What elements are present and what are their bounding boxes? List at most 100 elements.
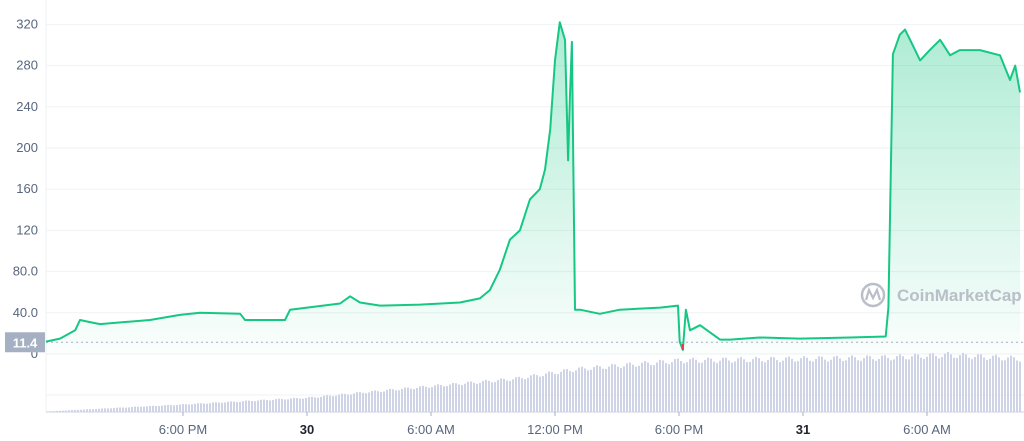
- volume-bar: [782, 360, 784, 412]
- volume-bar: [890, 360, 892, 412]
- volume-bar: [464, 383, 466, 412]
- volume-bar: [566, 369, 568, 412]
- volume-bar: [695, 359, 697, 412]
- volume-bar: [428, 387, 430, 412]
- volume-bar: [899, 354, 901, 412]
- volume-bar: [446, 386, 448, 412]
- volume-bar: [488, 380, 490, 412]
- price-line: [45, 21, 1021, 351]
- coinmarketcap-logo-icon: [860, 282, 886, 308]
- volume-bar: [257, 400, 259, 412]
- volume-bar: [878, 358, 880, 412]
- volume-bar: [404, 387, 406, 412]
- volume-bar: [269, 400, 271, 412]
- volume-bar: [386, 389, 388, 412]
- volume-bar: [365, 393, 367, 412]
- volume-bar: [824, 359, 826, 412]
- y-tick-label: 240: [16, 99, 38, 114]
- volume-bar: [716, 362, 718, 412]
- volume-bar: [530, 375, 532, 412]
- y-tick-label: 40.0: [13, 305, 38, 320]
- volume-bar: [389, 388, 391, 412]
- volume-bar: [338, 394, 340, 412]
- volume-bar: [461, 385, 463, 412]
- volume-bar: [245, 400, 247, 412]
- volume-bar: [86, 409, 88, 412]
- volume-bar: [110, 408, 112, 412]
- volume-bar: [128, 407, 130, 412]
- volume-bar: [533, 374, 535, 412]
- volume-bar: [155, 405, 157, 412]
- volume-bar: [353, 393, 355, 412]
- volume-bar: [506, 380, 508, 412]
- volume-bar: [656, 362, 658, 412]
- volume-bar: [287, 399, 289, 412]
- volume-bar: [317, 397, 319, 412]
- y-tick-label: 160: [16, 181, 38, 196]
- volume-bar: [539, 376, 541, 412]
- volume-bar: [587, 370, 589, 412]
- volume-bar: [443, 386, 445, 412]
- volume-bar: [335, 395, 337, 412]
- volume-bar: [344, 393, 346, 412]
- volume-bar: [593, 367, 595, 412]
- volume-bar: [689, 359, 691, 412]
- volume-bar: [677, 358, 679, 412]
- volume-bar: [188, 404, 190, 412]
- volume-bar: [785, 357, 787, 412]
- volume-bar: [125, 407, 127, 412]
- volume-bar: [392, 389, 394, 412]
- volume-bar: [767, 359, 769, 412]
- volume-bar: [749, 361, 751, 412]
- volume-bar: [554, 373, 556, 412]
- volume-bar: [806, 357, 808, 412]
- volume-bar: [644, 361, 646, 412]
- volume-bar: [788, 356, 790, 412]
- volume-bar: [182, 404, 184, 412]
- x-tick-label: 6:00 AM: [407, 422, 455, 437]
- volume-bar: [941, 357, 943, 412]
- y-axis: 320 280 240 200 160 120 80.0 40.0 0: [13, 16, 38, 361]
- volume-bar: [863, 358, 865, 412]
- volume-bar: [272, 399, 274, 412]
- volume-bar: [173, 405, 175, 412]
- volume-bar: [791, 358, 793, 412]
- volume-bar: [119, 407, 121, 412]
- volume-bar: [917, 354, 919, 412]
- volume-bar: [65, 410, 67, 412]
- volume-bar: [332, 396, 334, 412]
- x-axis: 6:00 PM 30 6:00 AM 12:00 PM 6:00 PM 31 6:00 AM: [159, 412, 951, 437]
- volume-bar: [302, 398, 304, 412]
- volume-bar: [833, 356, 835, 412]
- volume-bar: [578, 367, 580, 412]
- volume-bar: [821, 356, 823, 412]
- volume-bar: [491, 382, 493, 412]
- volume-bar: [218, 402, 220, 412]
- volume-bar: [254, 401, 256, 412]
- volume-bar: [653, 365, 655, 412]
- volume-bar: [137, 406, 139, 412]
- y-tick-label: 120: [16, 222, 38, 237]
- volume-bar: [857, 360, 859, 412]
- y-tick-label: 0: [31, 346, 38, 361]
- volume-bar: [1010, 355, 1012, 412]
- volume-bar: [779, 362, 781, 412]
- volume-bar: [569, 370, 571, 412]
- volume-bar: [611, 364, 613, 412]
- volume-bar: [848, 357, 850, 412]
- volume-bar: [212, 402, 214, 412]
- volume-bar: [374, 390, 376, 412]
- volume-bar: [527, 377, 529, 412]
- volume-bar: [812, 361, 814, 412]
- volume-bar: [494, 382, 496, 412]
- volume-bar: [509, 381, 511, 412]
- volume-bar: [248, 400, 250, 412]
- volume-bar: [449, 384, 451, 412]
- volume-bar: [635, 366, 637, 412]
- volume-bar: [227, 401, 229, 412]
- volume-bar: [1019, 361, 1021, 412]
- volume-bar: [608, 366, 610, 412]
- volume-bar: [830, 359, 832, 412]
- volume-bar: [437, 384, 439, 412]
